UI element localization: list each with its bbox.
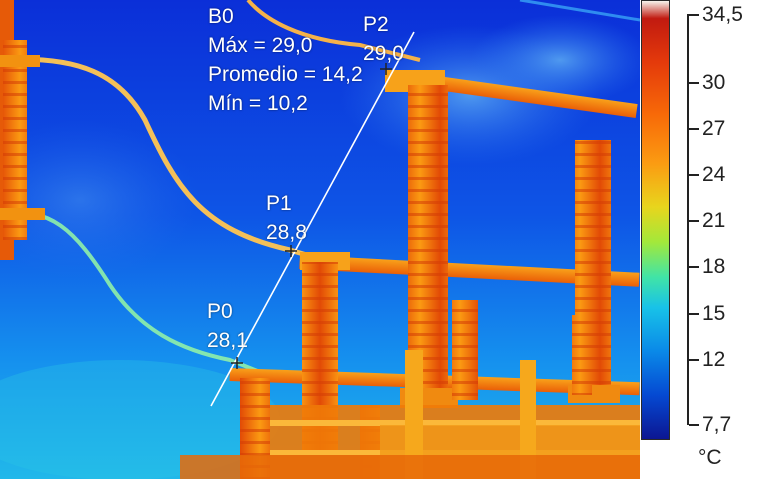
scale-tick-label: 24	[702, 163, 725, 187]
scale-max-label: 34,5	[702, 3, 743, 27]
max-temperature-text: Máx = 29,0	[208, 31, 312, 60]
point-p2-label: P2	[363, 10, 389, 39]
point-p1-label: P1	[266, 189, 292, 218]
color-bar	[641, 0, 670, 440]
scale-tick	[689, 424, 699, 426]
scale-tick	[689, 82, 699, 84]
scale-tick	[689, 313, 699, 315]
scale-tick	[689, 128, 699, 130]
thermal-image: B0 Máx = 29,0 Promedio = 14,2 Mín = 10,2…	[0, 0, 640, 479]
scale-tick-label: 18	[702, 255, 725, 279]
scale-tick-label: 27	[702, 117, 725, 141]
measurement-box-label: B0	[208, 2, 234, 31]
scale-tick-label: 15	[702, 302, 725, 326]
scale-tick	[689, 359, 699, 361]
average-temperature-text: Promedio = 14,2	[208, 60, 363, 89]
scale-tick	[689, 14, 699, 16]
scale-tick-label: 30	[702, 71, 725, 95]
point-p1-value: 28,8	[266, 218, 307, 247]
scale-tick	[689, 266, 699, 268]
point-p0-value: 28,1	[207, 326, 248, 355]
min-temperature-text: Mín = 10,2	[208, 89, 308, 118]
scale-tick-label: 12	[702, 348, 725, 372]
scale-unit-label: °C	[698, 446, 722, 470]
point-p0-label: P0	[207, 297, 233, 326]
scale-tick	[689, 220, 699, 222]
point-p2-value: 29,0	[363, 39, 404, 68]
scale-tick	[689, 174, 699, 176]
scale-min-label: 7,7	[702, 413, 731, 437]
scale-tick-label: 21	[702, 209, 725, 233]
temperature-scale: 34,5 30 27 24 21 18 15 12 7,7 °C	[640, 0, 783, 479]
